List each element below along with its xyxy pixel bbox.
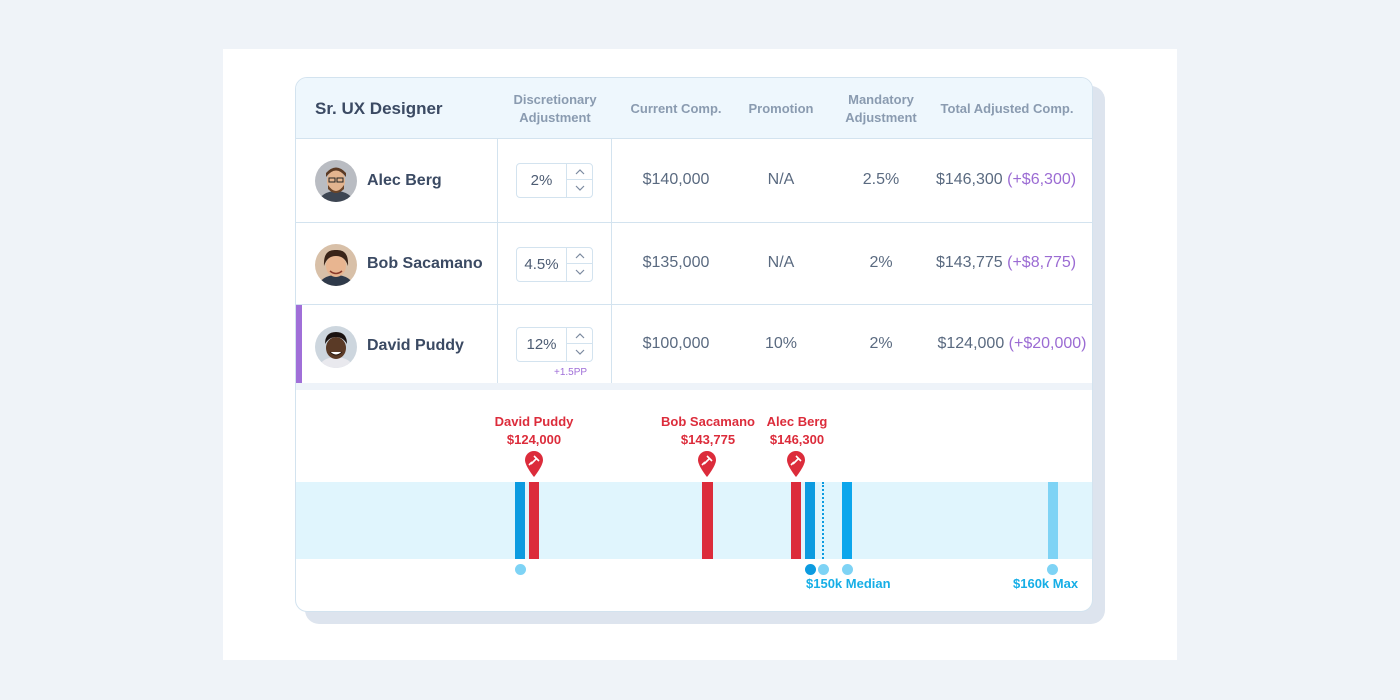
pin-name: Alec Berg: [766, 414, 828, 429]
decrement-button[interactable]: [567, 180, 593, 196]
max-label: $160k Max: [1013, 576, 1079, 591]
table-row: Alec Berg 2% $140,000 N/A 2.5% $146,300 …: [296, 139, 1092, 223]
discretionary-value[interactable]: 2%: [517, 164, 567, 197]
median-dotted-line: [822, 482, 824, 559]
chevron-down-icon: [575, 269, 585, 275]
current-comp: $140,000: [642, 171, 710, 188]
range-dot: [842, 564, 853, 575]
increment-button[interactable]: [567, 248, 593, 264]
pin-label-david-puddy: David Puddy $124,000: [484, 413, 584, 449]
col-current-comp: Current Comp.: [630, 100, 722, 116]
total-value: $146,300: [935, 171, 1003, 188]
employee-name: Alec Berg: [367, 172, 442, 189]
max-bar: [1048, 482, 1058, 559]
compensation-card: Sr. UX Designer Discretionary Adjustment…: [295, 77, 1093, 612]
column-divider: [611, 139, 612, 384]
discretionary-value[interactable]: 12%: [517, 328, 567, 361]
total-value: $124,000: [937, 335, 1005, 352]
employee-name: Bob Sacamano: [367, 255, 483, 272]
discretionary-stepper[interactable]: 4.5%: [516, 247, 593, 282]
map-pin-icon[interactable]: [786, 450, 806, 478]
total-diff: (+$8,775): [1007, 254, 1077, 271]
decrement-button[interactable]: [567, 264, 593, 280]
chevron-up-icon: [575, 252, 585, 258]
pin-value: $124,000: [506, 432, 562, 447]
avatar: [315, 326, 357, 368]
pin-name: David Puddy: [494, 414, 574, 429]
table-header: Sr. UX Designer Discretionary Adjustment…: [296, 78, 1092, 139]
discretionary-stepper[interactable]: 2%: [516, 163, 593, 198]
range-bar-blue: [805, 482, 815, 559]
avatar: [315, 160, 357, 202]
increment-button[interactable]: [567, 328, 593, 344]
col-mandatory-adjustment: Mandatory Adjustment: [845, 91, 917, 125]
total-adjusted-comp: $146,300 (+$6,300): [918, 170, 1092, 190]
total-diff: (+$6,300): [1007, 171, 1077, 188]
mandatory-adjustment: 2%: [869, 335, 893, 352]
marker-bar-bob-sacamano: [702, 482, 713, 559]
range-bar-blue: [515, 482, 525, 559]
pin-name: Bob Sacamano: [661, 414, 755, 429]
mandatory-adjustment: 2%: [869, 254, 893, 271]
marker-bar-alec-berg: [791, 482, 801, 559]
col-total-adjusted-comp: Total Adjusted Comp.: [940, 100, 1074, 116]
pin-label-bob-sacamano: Bob Sacamano $143,775: [656, 413, 760, 449]
current-comp: $100,000: [642, 335, 710, 352]
section-separator: [296, 383, 1092, 390]
pin-label-alec-berg: Alec Berg $146,300: [758, 413, 836, 449]
comp-range-chart: David Puddy $124,000 Bob Sacamano $143,7…: [296, 390, 1092, 611]
map-pin-icon[interactable]: [697, 450, 717, 478]
col-discretionary-adjustment: Discretionary Adjustment: [513, 91, 597, 125]
range-dot: [818, 564, 829, 575]
chevron-down-icon: [575, 349, 585, 355]
marker-bar-david-puddy: [529, 482, 539, 559]
promotion: N/A: [767, 254, 795, 271]
chevron-down-icon: [575, 185, 585, 191]
range-bar-blue: [842, 482, 852, 559]
range-dot: [805, 564, 816, 575]
table-row: Bob Sacamano 4.5% $135,000 N/A 2% $143,7…: [296, 223, 1092, 305]
table-row-selected[interactable]: David Puddy 12% +1.5PP $100,000 10% 2% $…: [296, 305, 1092, 383]
mandatory-adjustment: 2.5%: [862, 171, 900, 188]
total-value: $143,775: [935, 254, 1003, 271]
pin-value: $143,775: [680, 432, 736, 447]
column-divider: [497, 139, 498, 384]
role-title: Sr. UX Designer: [315, 98, 443, 118]
avatar: [315, 244, 357, 286]
percentage-point-note: +1.5PP: [554, 367, 588, 378]
discretionary-value[interactable]: 4.5%: [517, 248, 567, 281]
promotion: N/A: [767, 171, 795, 188]
total-adjusted-comp: $143,775 (+$8,775): [918, 253, 1092, 273]
employee-name: David Puddy: [367, 337, 464, 354]
pin-value: $146,300: [769, 432, 825, 447]
range-band: [296, 482, 1092, 559]
range-dot: [515, 564, 526, 575]
chevron-up-icon: [575, 332, 585, 338]
col-promotion: Promotion: [748, 100, 814, 116]
range-dot: [1047, 564, 1058, 575]
median-label: $150k Median: [806, 576, 891, 591]
current-comp: $135,000: [642, 254, 710, 271]
increment-button[interactable]: [567, 164, 593, 180]
total-diff: (+$20,000): [1008, 335, 1087, 352]
discretionary-stepper[interactable]: 12%: [516, 327, 593, 362]
chevron-up-icon: [575, 168, 585, 174]
decrement-button[interactable]: [567, 344, 593, 360]
total-adjusted-comp: $124,000 (+$20,000): [924, 334, 1092, 354]
map-pin-icon[interactable]: [524, 450, 544, 478]
promotion: 10%: [764, 335, 798, 352]
